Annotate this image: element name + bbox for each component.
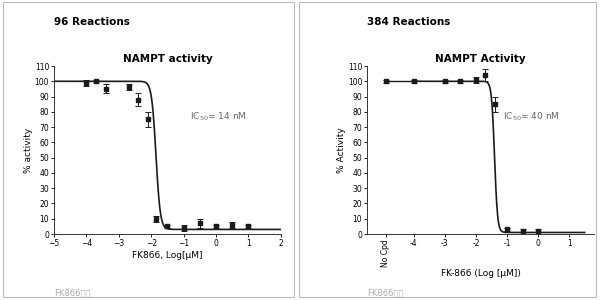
Text: 384 Reactions: 384 Reactions	[367, 17, 451, 27]
Title: NAMPT Activity: NAMPT Activity	[435, 54, 526, 64]
Text: FK866抑制: FK866抑制	[54, 288, 91, 297]
Y-axis label: % Activity: % Activity	[337, 127, 346, 173]
Text: 96 Reactions: 96 Reactions	[54, 17, 130, 27]
Text: IC$_{50}$= 40 nM: IC$_{50}$= 40 nM	[503, 110, 560, 123]
X-axis label: FK-866 (Log [μM]): FK-866 (Log [μM])	[440, 269, 520, 278]
Title: NAMPT activity: NAMPT activity	[122, 54, 212, 64]
Y-axis label: % activity: % activity	[24, 128, 33, 172]
X-axis label: FK866, Log[μM]: FK866, Log[μM]	[132, 250, 203, 260]
Text: FK866抑制: FK866抑制	[367, 288, 404, 297]
Text: IC$_{50}$= 14 nM: IC$_{50}$= 14 nM	[190, 110, 247, 123]
